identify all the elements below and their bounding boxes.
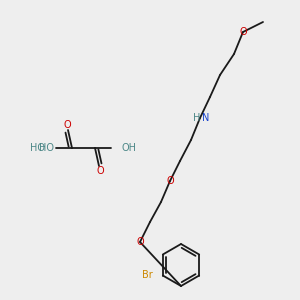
Text: HO: HO [38, 143, 53, 153]
Text: N: N [202, 113, 209, 123]
Text: HO: HO [30, 143, 45, 153]
Text: OH: OH [122, 143, 137, 153]
Text: O: O [136, 237, 144, 247]
Text: O: O [239, 27, 247, 37]
Text: H: H [193, 113, 200, 123]
Text: Br: Br [142, 271, 153, 281]
Text: O: O [63, 120, 71, 130]
Text: O: O [166, 176, 174, 186]
Text: O: O [96, 166, 104, 176]
